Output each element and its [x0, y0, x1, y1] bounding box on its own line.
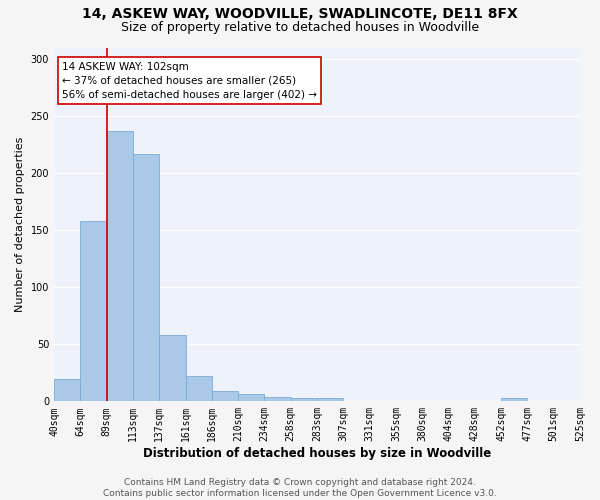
- Bar: [212, 391, 238, 402]
- Bar: [159, 335, 185, 402]
- Bar: [238, 394, 265, 402]
- Bar: [185, 376, 212, 402]
- Bar: [317, 398, 343, 402]
- Bar: [265, 397, 291, 402]
- Text: Contains HM Land Registry data © Crown copyright and database right 2024.
Contai: Contains HM Land Registry data © Crown c…: [103, 478, 497, 498]
- Bar: [133, 154, 159, 402]
- Bar: [107, 131, 133, 402]
- Text: 14 ASKEW WAY: 102sqm
← 37% of detached houses are smaller (265)
56% of semi-deta: 14 ASKEW WAY: 102sqm ← 37% of detached h…: [62, 62, 317, 100]
- Text: Size of property relative to detached houses in Woodville: Size of property relative to detached ho…: [121, 21, 479, 34]
- Bar: [54, 378, 80, 402]
- Y-axis label: Number of detached properties: Number of detached properties: [15, 136, 25, 312]
- Bar: [80, 221, 107, 402]
- Bar: [501, 398, 527, 402]
- Bar: [291, 398, 317, 402]
- X-axis label: Distribution of detached houses by size in Woodville: Distribution of detached houses by size …: [143, 447, 491, 460]
- Text: 14, ASKEW WAY, WOODVILLE, SWADLINCOTE, DE11 8FX: 14, ASKEW WAY, WOODVILLE, SWADLINCOTE, D…: [82, 8, 518, 22]
